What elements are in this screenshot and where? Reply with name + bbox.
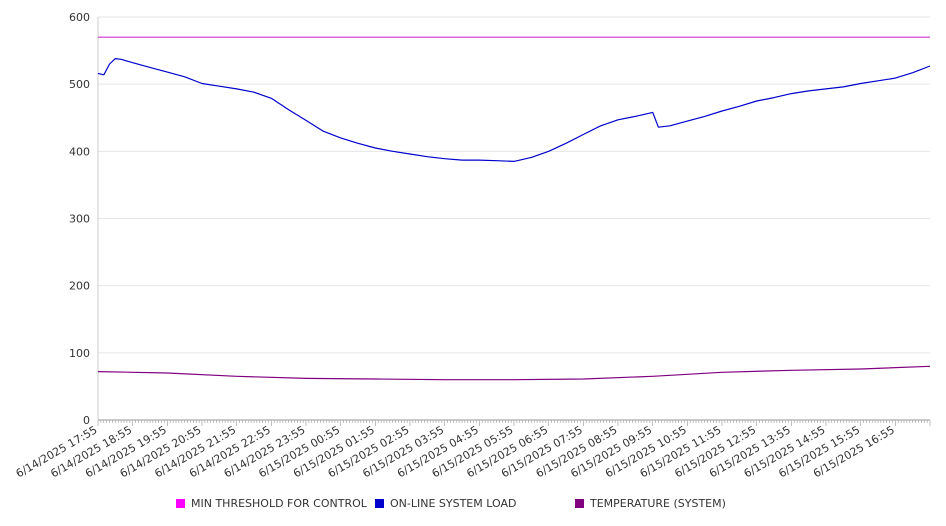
legend-item-temperature[interactable]: TEMPERATURE (SYSTEM) [575,497,726,510]
y-tick-label: 500 [69,78,90,91]
legend-label: TEMPERATURE (SYSTEM) [590,497,726,510]
legend-swatch [375,499,384,508]
y-tick-label: 400 [69,145,90,158]
legend-swatch [575,499,584,508]
legend-label: MIN THRESHOLD FOR CONTROL [191,497,367,510]
series-lines [97,36,931,381]
legend-item-system-load[interactable]: ON-LINE SYSTEM LOAD [375,497,516,510]
legend-label: ON-LINE SYSTEM LOAD [390,497,517,510]
legend-item-min-threshold[interactable]: MIN THRESHOLD FOR CONTROL [176,497,367,510]
x-axis-ticks: 6/14/2025 17:556/14/2025 18:556/14/2025 … [14,423,897,480]
grid-lines [98,16,930,354]
series-line-temperature [97,365,931,381]
legend: MIN THRESHOLD FOR CONTROL ON-LINE SYSTEM… [0,497,946,515]
y-tick-label: 0 [83,414,90,427]
y-tick-label: 200 [69,280,90,293]
y-tick-label: 300 [69,213,90,226]
series-line-system-load [97,57,931,162]
axes [97,17,931,426]
y-tick-label: 100 [69,347,90,360]
legend-swatch [176,499,185,508]
y-tick-label: 600 [69,11,90,24]
y-axis-ticks: 0 100 200 300 400 500 600 [69,11,90,427]
